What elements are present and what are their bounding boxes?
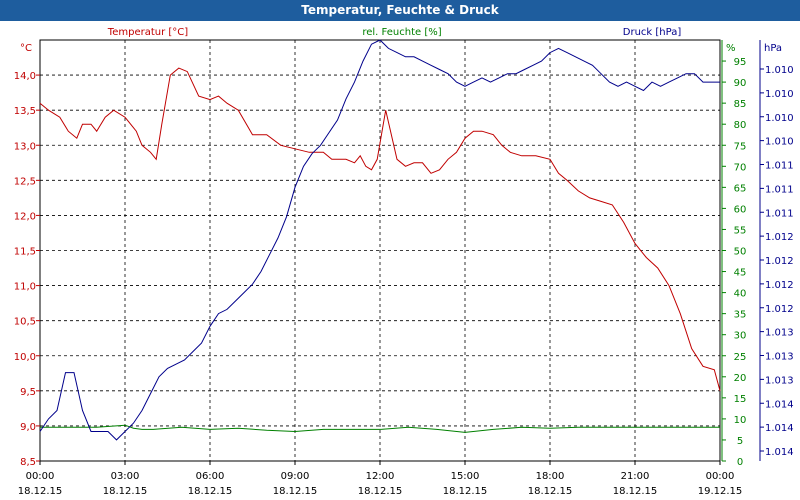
y-right1-tick-label: 65 xyxy=(734,183,747,194)
y-right2-tick-label: 1.012 xyxy=(765,280,794,291)
x-tick-date: 18.12.15 xyxy=(273,486,318,497)
y-left-tick-label: 13,5 xyxy=(14,106,36,117)
y-right2-tick-label: 1.010 xyxy=(765,113,794,124)
x-tick-date: 19.12.15 xyxy=(698,486,743,497)
x-tick-time: 09:00 xyxy=(281,471,310,482)
y-right1-tick-label: 75 xyxy=(734,141,747,152)
y-right1-tick-label: 5 xyxy=(737,436,743,447)
y-right1-tick-label: 40 xyxy=(734,289,747,300)
y-right1-tick-label: 25 xyxy=(734,352,747,363)
y-right1-tick-label: 80 xyxy=(734,120,747,131)
x-tick-date: 18.12.15 xyxy=(443,486,488,497)
legend-temp: Temperatur [°C] xyxy=(107,27,188,38)
unit-temp: °C xyxy=(20,43,32,54)
x-tick-time: 06:00 xyxy=(196,471,225,482)
y-right1-tick-label: 10 xyxy=(734,415,747,426)
y-right1-tick-label: 15 xyxy=(734,394,747,405)
series-humidity-line xyxy=(40,424,720,433)
y-right2-tick-label: 1.010 xyxy=(765,65,794,76)
y-right2-tick-label: 1.014 xyxy=(765,423,794,434)
grid xyxy=(40,40,720,461)
y-right2-tick-label: 1.014 xyxy=(765,447,794,458)
x-tick-date: 18.12.15 xyxy=(528,486,573,497)
y-right1-tick-label: 45 xyxy=(734,268,747,279)
y-right1-tick-label: 55 xyxy=(734,225,747,236)
unit-pressure: hPa xyxy=(764,43,782,54)
y-left-tick-label: 12,5 xyxy=(14,176,36,187)
y-left-tick-label: 10,0 xyxy=(14,352,36,363)
y-right2-tick-label: 1.012 xyxy=(765,304,794,315)
y-left-tick-label: 13,0 xyxy=(14,141,36,152)
y-right2-tick-label: 1.012 xyxy=(765,256,794,267)
y-right1-tick-label: 90 xyxy=(734,78,747,89)
x-tick-date: 18.12.15 xyxy=(188,486,233,497)
y-right1-tick-label: 30 xyxy=(734,331,747,342)
y-right1-tick-label: 70 xyxy=(734,162,747,173)
chart-window-title: Temperatur, Feuchte & Druck xyxy=(0,0,800,21)
y-right2-tick-label: 1.013 xyxy=(765,352,794,363)
legend-pressure: Druck [hPa] xyxy=(623,27,682,38)
x-tick-time: 18:00 xyxy=(536,471,565,482)
series-temperature-line xyxy=(39,67,721,391)
y-right2-tick-label: 1.011 xyxy=(765,184,794,195)
y-right2-tick-label: 1.013 xyxy=(765,375,794,386)
y-right2-tick-label: 1.011 xyxy=(765,161,794,172)
y-left-tick-label: 11,0 xyxy=(14,282,36,293)
y-left-tick-label: 12,0 xyxy=(14,211,36,222)
series-layer xyxy=(39,39,721,441)
y-right1-tick-label: 20 xyxy=(734,373,747,384)
y-left-tick-label: 11,5 xyxy=(14,247,36,258)
y-right1-tick-label: 85 xyxy=(734,99,747,110)
x-tick-date: 18.12.15 xyxy=(18,486,63,497)
y-right1-tick-label: 95 xyxy=(734,57,747,68)
legend-humidity: rel. Feuchte [%] xyxy=(362,27,441,38)
y-right2-tick-label: 1.013 xyxy=(765,328,794,339)
y-left-tick-label: 8,5 xyxy=(20,457,36,468)
x-tick-time: 03:00 xyxy=(111,471,140,482)
y-left-tick-label: 10,5 xyxy=(14,317,36,328)
y-right2-tick-label: 1.010 xyxy=(765,89,794,100)
y-right2-tick-label: 1.012 xyxy=(765,232,794,243)
x-tick-time: 21:00 xyxy=(621,471,650,482)
y-right2-tick-label: 1.014 xyxy=(765,399,794,410)
x-tick-time: 12:00 xyxy=(366,471,395,482)
y-right2-tick-label: 1.011 xyxy=(765,208,794,219)
x-tick-time: 00:00 xyxy=(26,471,55,482)
y-right1-tick-label: 35 xyxy=(734,310,747,321)
series-pressure-line xyxy=(39,39,720,441)
x-tick-date: 18.12.15 xyxy=(358,486,403,497)
y-left-tick-label: 14,0 xyxy=(14,71,36,82)
unit-humidity: % xyxy=(726,43,736,54)
y-right2-tick-label: 1.010 xyxy=(765,137,794,148)
axis-x: 00:00 18.12.15 03:00 18.12.15 06:00 18.12.15 0… xyxy=(18,461,743,497)
x-tick-date: 18.12.15 xyxy=(103,486,148,497)
x-tick-date: 18.12.15 xyxy=(613,486,658,497)
y-right1-tick-label: 60 xyxy=(734,204,747,215)
y-right1-tick-label: 0 xyxy=(737,457,743,468)
y-left-tick-label: 9,0 xyxy=(20,422,36,433)
axis-right-pressure: 1.014 1.014 1.014 1.013 1.013 1.013 1.012 1.012… xyxy=(759,40,794,461)
x-tick-time: 00:00 xyxy=(706,471,735,482)
x-tick-time: 15:00 xyxy=(451,471,480,482)
y-right1-tick-label: 50 xyxy=(734,247,747,258)
y-left-tick-label: 9,5 xyxy=(20,387,36,398)
axis-left: 14,0 13,5 13,0 12,5 12,0 11,5 11,0 10,5 10,0 9,5 9… xyxy=(14,71,40,468)
